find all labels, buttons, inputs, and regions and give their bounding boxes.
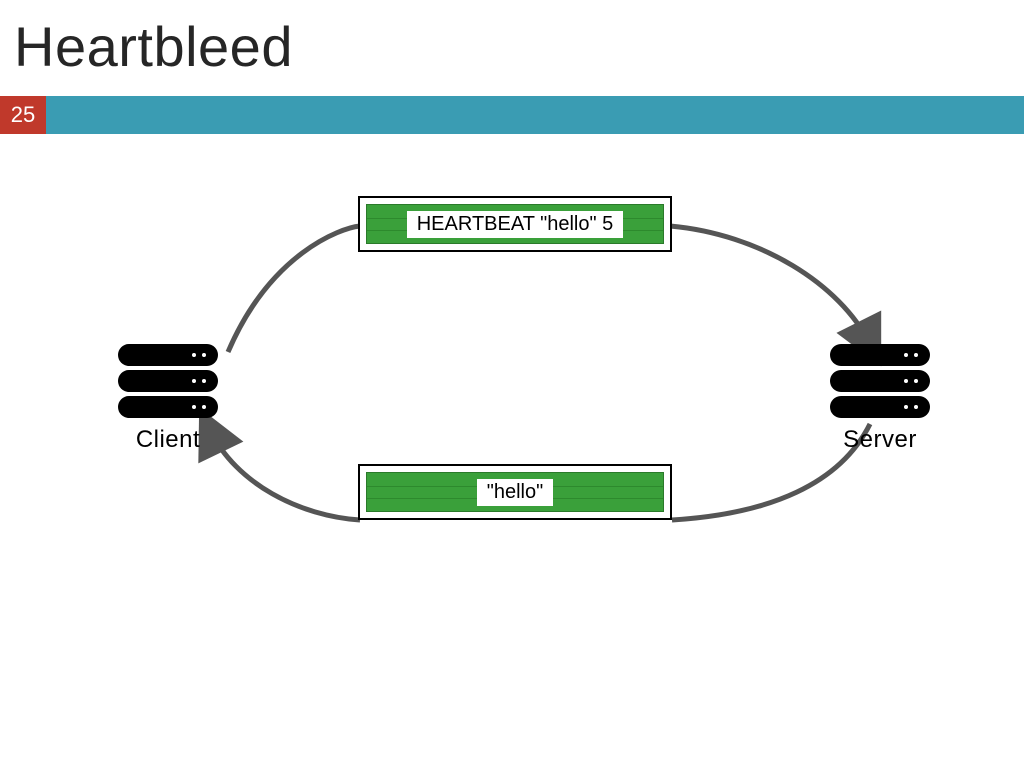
accent-bar: [46, 96, 1024, 134]
client-label: Client: [118, 426, 218, 454]
request-message-text: HEARTBEAT "hello" 5: [407, 211, 624, 238]
slide-title: Heartbleed: [14, 14, 293, 79]
diagram-area: Client Server HEARTBEAT "hello" 5 "hello…: [0, 134, 1024, 634]
arrow-top-right: [670, 226, 870, 344]
request-message: HEARTBEAT "hello" 5: [358, 196, 672, 252]
server-icon: [830, 344, 930, 418]
server-label: Server: [830, 426, 930, 454]
arrow-top-left: [228, 226, 360, 352]
response-message: "hello": [358, 464, 672, 520]
server-node: Server: [830, 344, 930, 454]
arrow-bottom-left: [210, 430, 360, 520]
client-node: Client: [118, 344, 218, 454]
page-number-badge: 25: [0, 96, 46, 134]
header-bar: 25: [0, 96, 1024, 134]
slide: Heartbleed 25 Client: [0, 0, 1024, 768]
client-icon: [118, 344, 218, 418]
response-message-text: "hello": [477, 479, 553, 506]
